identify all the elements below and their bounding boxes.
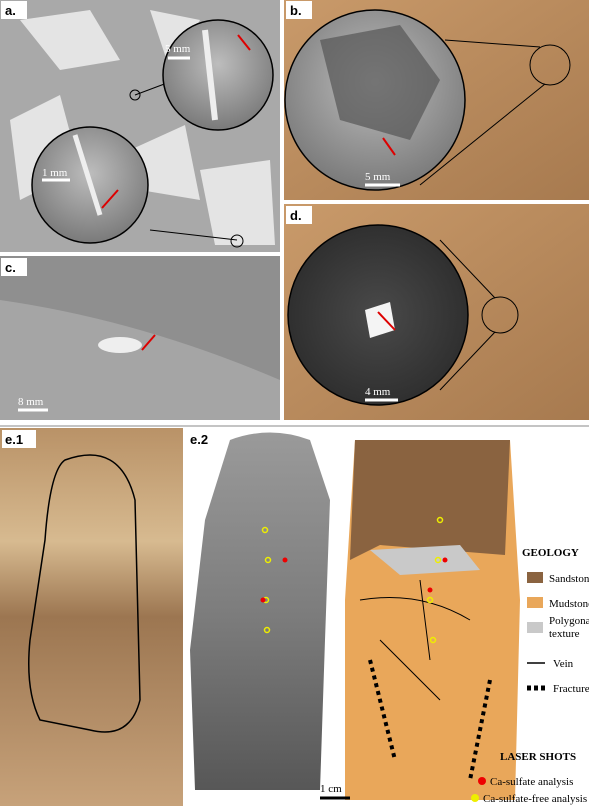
legend-item: texture	[549, 628, 580, 640]
panel-e1: e.1	[0, 428, 183, 806]
legend-item: Polygonal	[549, 615, 589, 627]
panel-label: b.	[290, 3, 302, 18]
swatch	[471, 794, 479, 802]
panel-c: c. 8 mm	[0, 256, 280, 420]
figure: a. 5 mm 1 mm b. 5 mm c. 8 mm	[0, 0, 589, 806]
swatch	[527, 597, 543, 608]
mark	[428, 588, 433, 593]
scale-label: 5 mm	[365, 171, 391, 183]
scale-label: 4 mm	[365, 386, 391, 398]
legend-item: Ca-sulfate analysis	[490, 776, 573, 788]
panel-b: b. 5 mm	[284, 0, 589, 200]
scale-label: 8 mm	[18, 396, 44, 408]
swatch	[527, 572, 543, 583]
scale-label: 5 mm	[165, 43, 191, 55]
legend-title: LASER SHOTS	[500, 751, 576, 763]
panel-label: e.2	[190, 432, 208, 447]
legend-item: Vein	[553, 658, 574, 670]
scale-label: 1 cm	[320, 783, 342, 795]
legend-item: Sandstone	[549, 573, 589, 585]
mark	[443, 558, 448, 563]
legend-item: Fracture	[553, 683, 589, 695]
legend-item: Mudstone	[549, 598, 589, 610]
mark	[283, 558, 288, 563]
panel-label: a.	[5, 3, 16, 18]
mark	[261, 598, 266, 603]
map-sandstone	[350, 440, 510, 560]
legend-title: GEOLOGY	[522, 547, 579, 559]
legend-item: Ca-sulfate-free analysis	[483, 793, 587, 805]
vein	[98, 337, 142, 353]
panel-label: d.	[290, 208, 302, 223]
zoom-circle	[163, 20, 273, 130]
panel-label: c.	[5, 260, 16, 275]
swatch	[527, 622, 543, 633]
panel-a: a. 5 mm 1 mm	[0, 0, 280, 252]
panel-e2: e.2 1 cm	[187, 430, 520, 800]
panel-d: d. 4 mm	[284, 204, 589, 420]
scale-label: 1 mm	[42, 167, 68, 179]
panel-label: e.1	[5, 432, 23, 447]
mosaic-photo	[190, 433, 330, 791]
swatch	[478, 777, 486, 785]
photo-e1	[0, 428, 183, 806]
